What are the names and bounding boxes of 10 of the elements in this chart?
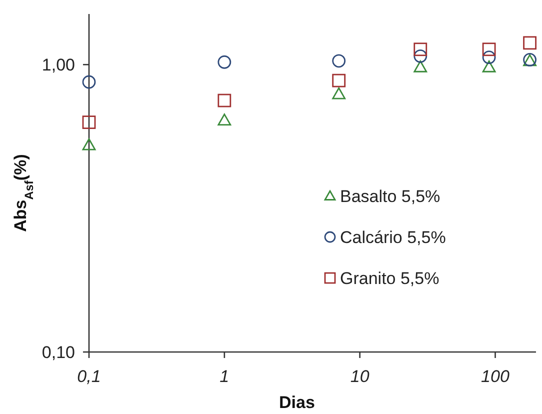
- legend-label: Basalto 5,5%: [340, 186, 440, 206]
- legend-label: Granito 5,5%: [340, 268, 440, 288]
- x-tick-label: 0,1: [77, 367, 101, 386]
- y-tick-label: 0,10: [42, 342, 75, 362]
- x-tick-label: 10: [350, 367, 370, 386]
- x-axis-title: Dias: [279, 393, 315, 412]
- y-tick-label: 1,00: [42, 56, 75, 75]
- legend-label: Calcário 5,5%: [340, 228, 446, 247]
- x-tick-label: 1: [220, 367, 230, 386]
- x-tick-label: 100: [481, 367, 510, 386]
